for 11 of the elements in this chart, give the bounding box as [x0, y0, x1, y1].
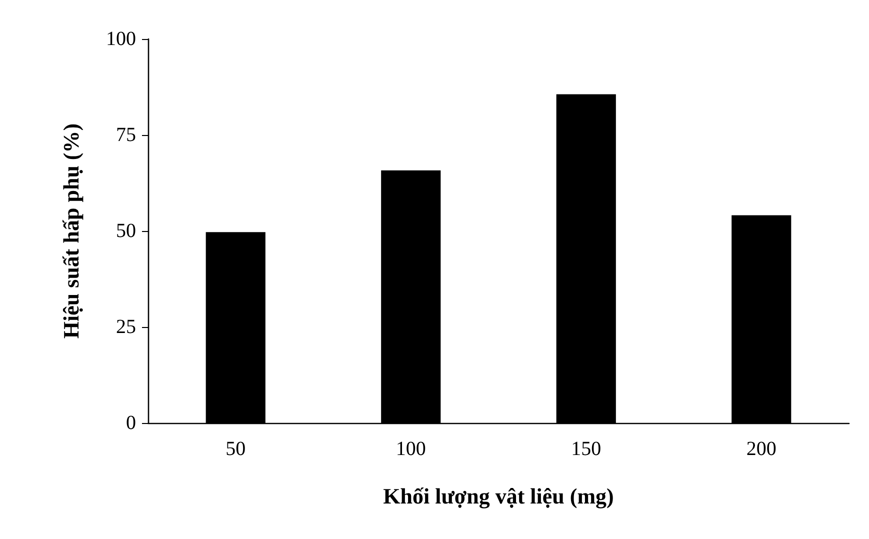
y-tick-label: 100 — [106, 28, 136, 50]
x-tick-label: 100 — [396, 438, 426, 460]
y-tick-label: 0 — [126, 412, 136, 434]
y-tick-label: 50 — [116, 220, 136, 242]
y-tick-label: 25 — [116, 316, 136, 338]
x-tick-label: 200 — [746, 438, 776, 460]
x-tick-label: 150 — [571, 438, 602, 460]
x-tick-label: 50 — [226, 438, 246, 460]
y-axis-title: Hiệu suất hấp phụ (%) — [58, 123, 84, 339]
x-axis-title: Khối lượng vật liệu (mg) — [383, 484, 614, 508]
y-tick-label: 75 — [116, 124, 136, 146]
